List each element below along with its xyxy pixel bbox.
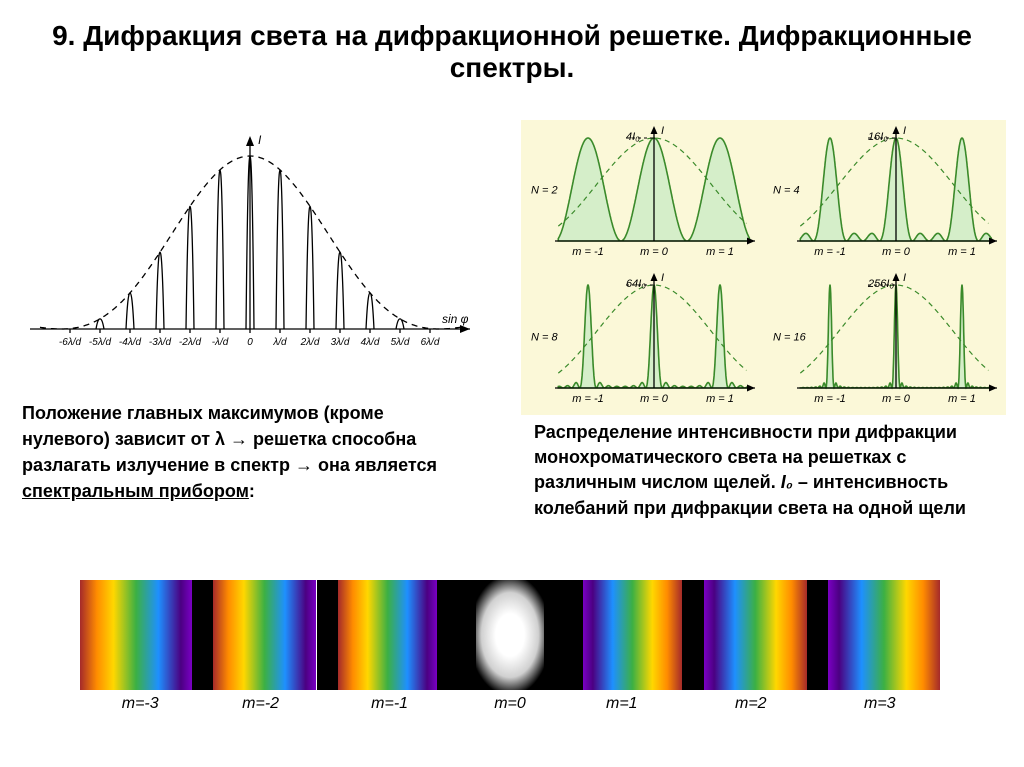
spectrum-band [828, 580, 940, 690]
svg-text:-6λ/d: -6λ/d [59, 337, 82, 348]
spectrum-dark [682, 580, 704, 690]
svg-text:I: I [903, 272, 906, 284]
svg-text:I: I [661, 272, 664, 284]
svg-text:m = 0: m = 0 [882, 246, 911, 258]
svg-text:3λ/d: 3λ/d [331, 337, 350, 348]
spectrum-order-label: m=0 [480, 695, 540, 713]
svg-text:m = 1: m = 1 [706, 393, 734, 405]
spectrum-order-label: m=-3 [110, 695, 170, 713]
left-explanation-text: Положение главных максимумов (кроме нуле… [22, 400, 472, 504]
spectrum-band [583, 580, 682, 690]
svg-text:-3λ/d: -3λ/d [149, 337, 172, 348]
spectrum-dark [437, 580, 476, 690]
svg-text:sin φ: sin φ [442, 312, 469, 326]
svg-text:-4λ/d: -4λ/d [119, 337, 142, 348]
left-text-part1: Положение главных максимумов (кроме нуле… [22, 403, 437, 475]
svg-text:N = 4: N = 4 [773, 185, 800, 197]
svg-text:4λ/d: 4λ/d [361, 337, 380, 348]
svg-text:6λ/d: 6λ/d [421, 337, 440, 348]
spectrum-order-label: m=1 [592, 695, 652, 713]
left-text-colon: : [249, 481, 255, 501]
spectrum-cen [476, 580, 545, 690]
spectrum-dark [317, 580, 339, 690]
svg-text:m = -1: m = -1 [572, 393, 603, 405]
left-text-underlined: спектральным прибором [22, 481, 249, 501]
spectrum-order-label: m=-1 [360, 695, 420, 713]
svg-text:m = 1: m = 1 [706, 246, 734, 258]
svg-text:4I₀: 4I₀ [626, 131, 640, 143]
spectrum-dark [807, 580, 829, 690]
svg-text:N = 16: N = 16 [773, 332, 807, 344]
spectrum-order-label: m=2 [721, 695, 781, 713]
svg-text:N = 8: N = 8 [531, 332, 558, 344]
svg-text:m = 1: m = 1 [948, 246, 976, 258]
spectrum-dark [544, 580, 583, 690]
svg-text:m = 1: m = 1 [948, 393, 976, 405]
right-text-i0: I₀ [781, 472, 793, 492]
spectrum-band [338, 580, 437, 690]
svg-text:m = -1: m = -1 [814, 393, 845, 405]
right-panel-svg: I 4I₀ N = 2 m = -1 m = 0 m = 1 I 16I₀ N = 4 m = -… [521, 120, 1006, 415]
spectrum-band [80, 580, 192, 690]
svg-text:64I₀: 64I₀ [626, 278, 646, 290]
spectrum-order-label: m=3 [850, 695, 910, 713]
svg-text:-2λ/d: -2λ/d [179, 337, 202, 348]
spectrum-dark [192, 580, 214, 690]
page-title: 9. Дифракция света на дифракционной реше… [0, 20, 1024, 84]
svg-text:m = -1: m = -1 [572, 246, 603, 258]
spectrum-order-label: m=-2 [231, 695, 291, 713]
svg-text:m = 0: m = 0 [640, 393, 669, 405]
svg-text:0: 0 [247, 337, 253, 348]
svg-text:m = -1: m = -1 [814, 246, 845, 258]
right-explanation-text: Распределение интенсивности при дифракци… [534, 420, 1004, 521]
svg-text:m = 0: m = 0 [640, 246, 669, 258]
spectrum-band [704, 580, 807, 690]
left-diffraction-plot: Isin φ -6λ/d -5λ/d -4λ/d -3λ/d -2λ/d -λ/d 0 λ/d 2… [20, 130, 480, 365]
svg-text:I: I [661, 125, 664, 137]
svg-text:2λ/d: 2λ/d [300, 337, 320, 348]
spectrum-band [213, 580, 316, 690]
svg-text:λ/d: λ/d [272, 337, 287, 348]
svg-text:256I₀: 256I₀ [867, 278, 894, 290]
svg-text:I: I [903, 125, 906, 137]
svg-text:N = 2: N = 2 [531, 185, 558, 197]
diffraction-spectrum-strip: m=-3 m=-2 m=-1 m=0 m=1 m=2 m=3 [80, 580, 940, 720]
svg-text:16I₀: 16I₀ [868, 131, 888, 143]
svg-text:I: I [258, 133, 262, 147]
svg-text:m = 0: m = 0 [882, 393, 911, 405]
left-plot-svg: Isin φ -6λ/d -5λ/d -4λ/d -3λ/d -2λ/d -λ/d 0 λ/d 2… [20, 130, 480, 365]
right-grating-panels: I 4I₀ N = 2 m = -1 m = 0 m = 1 I 16I₀ N = 4 m = -… [521, 120, 1006, 415]
svg-text:-5λ/d: -5λ/d [89, 337, 112, 348]
page: 9. Дифракция света на дифракционной реше… [0, 0, 1024, 767]
svg-text:-λ/d: -λ/d [212, 337, 229, 348]
svg-text:5λ/d: 5λ/d [391, 337, 410, 348]
